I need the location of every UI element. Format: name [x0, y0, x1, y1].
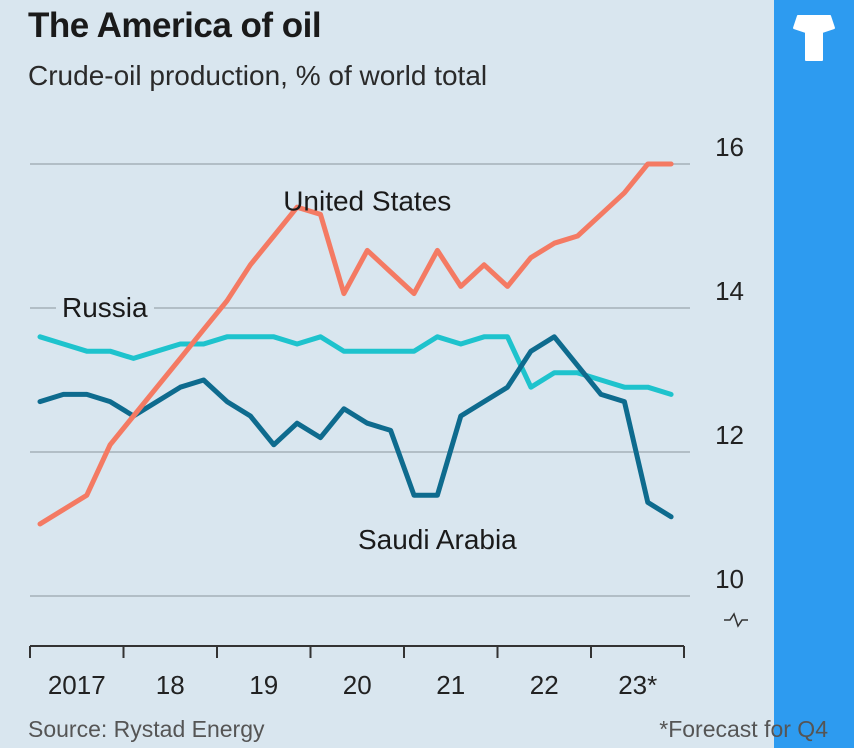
series-label-saudi-arabia: Saudi Arabia: [358, 524, 517, 555]
y-axis-ticks: 10 12 14 16: [715, 132, 748, 628]
series-line-russia: [37, 334, 674, 397]
y-tick-label-10: 10: [715, 564, 744, 594]
x-tick-label-4: 21: [436, 670, 465, 700]
x-tick-label-0: 2017: [48, 670, 106, 700]
series-lines: [37, 161, 674, 527]
series-label-russia: Russia: [62, 292, 148, 323]
side-panel: [774, 0, 854, 748]
x-tick-label-1: 18: [156, 670, 185, 700]
y-tick-label-16: 16: [715, 132, 744, 162]
x-tick-label-5: 22: [530, 670, 559, 700]
series-line-saudi-arabia: [37, 334, 674, 520]
tshirt-logo-icon[interactable]: [792, 12, 836, 66]
series-line-united-states: [37, 161, 674, 527]
x-tick-label-2: 19: [249, 670, 278, 700]
chart-title: The America of oil: [28, 6, 322, 45]
y-tick-label-12: 12: [715, 420, 744, 450]
chart-card: [0, 0, 774, 748]
x-tick-label-6: 23*: [618, 670, 657, 700]
x-axis: 2017 18 19 20 21 22 23*: [29, 645, 685, 700]
series-labels: United States Russia Saudi Arabia: [56, 185, 517, 555]
line-chart: 10 12 14 16 United States Russia Saudi Arabia…: [29, 132, 748, 700]
chart-subtitle: Crude-oil production, % of world total: [28, 60, 488, 91]
series-label-backdrop: [56, 289, 155, 325]
x-tick-label-3: 20: [343, 670, 372, 700]
y-tick-label-14: 14: [715, 276, 744, 306]
axis-break-icon: [724, 612, 748, 628]
forecast-footnote: *Forecast for Q4: [659, 716, 828, 742]
source-note: Source: Rystad Energy: [28, 716, 265, 742]
series-label-united-states: United States: [283, 185, 451, 216]
